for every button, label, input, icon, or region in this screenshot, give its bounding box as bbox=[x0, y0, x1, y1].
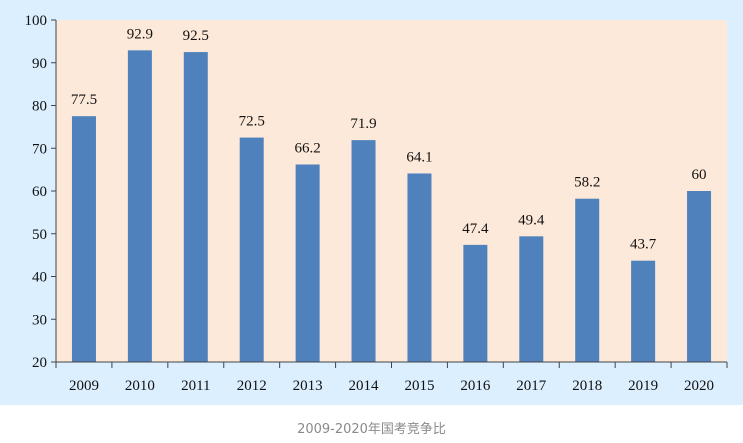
y-tick-label: 40 bbox=[32, 270, 47, 286]
bar-2013 bbox=[295, 164, 320, 362]
data-label-2011: 92.5 bbox=[183, 28, 209, 44]
data-label-2018: 58.2 bbox=[574, 175, 600, 191]
bar-2015 bbox=[407, 173, 432, 362]
x-tick-label-2012: 2012 bbox=[237, 378, 267, 394]
bar-2020 bbox=[687, 191, 712, 362]
bar-2011 bbox=[183, 52, 208, 362]
y-tick-label: 80 bbox=[32, 99, 47, 115]
y-tick-label: 60 bbox=[32, 184, 47, 200]
data-label-2017: 49.4 bbox=[518, 212, 545, 228]
bar-2014 bbox=[351, 140, 376, 362]
x-tick-label-2020: 2020 bbox=[684, 378, 714, 394]
data-label-2020: 60 bbox=[692, 167, 707, 183]
bar-2009 bbox=[71, 116, 96, 362]
x-tick-label-2014: 2014 bbox=[349, 378, 380, 394]
bar-2017 bbox=[519, 236, 544, 362]
data-label-2012: 72.5 bbox=[239, 114, 265, 130]
y-tick-label: 70 bbox=[32, 141, 47, 157]
bar-2012 bbox=[239, 137, 264, 362]
x-tick-label-2011: 2011 bbox=[181, 378, 210, 394]
data-label-2014: 71.9 bbox=[350, 116, 376, 132]
x-tick-label-2013: 2013 bbox=[293, 378, 323, 394]
data-label-2019: 43.7 bbox=[630, 237, 657, 253]
y-tick-label: 30 bbox=[32, 312, 47, 328]
y-tick-label: 50 bbox=[32, 227, 47, 243]
data-label-2015: 64.1 bbox=[406, 149, 432, 165]
x-axis-ticks: 2009 2010 2011 2012 2013 2014 2015 2016 2017 2018… bbox=[55, 362, 728, 394]
chart-caption: 2009-2020年国考竞争比 bbox=[297, 422, 446, 437]
x-tick-label-2015: 2015 bbox=[404, 378, 434, 394]
x-tick-label-2018: 2018 bbox=[572, 378, 602, 394]
bar-2018 bbox=[575, 198, 600, 362]
bars bbox=[71, 50, 712, 362]
y-tick-label: 100 bbox=[25, 13, 48, 29]
x-tick-label-2009: 2009 bbox=[69, 378, 99, 394]
x-tick-label-2019: 2019 bbox=[628, 378, 658, 394]
plot-background bbox=[56, 20, 727, 362]
bar-2019 bbox=[631, 260, 656, 362]
data-label-2016: 47.4 bbox=[462, 221, 489, 237]
data-label-2009: 77.5 bbox=[71, 92, 97, 108]
y-axis-ticks: 20 30 40 50 60 70 80 90 100 bbox=[25, 13, 56, 371]
x-tick-label-2017: 2017 bbox=[516, 378, 547, 394]
bar-2010 bbox=[127, 50, 152, 362]
x-tick-label-2010: 2010 bbox=[125, 378, 155, 394]
y-tick-label: 90 bbox=[32, 56, 47, 72]
data-label-2013: 66.2 bbox=[295, 140, 321, 156]
bar-chart: 20 30 40 50 60 70 80 90 100 77.5 92.9 92.5 72.5 66.2… bbox=[25, 13, 728, 394]
x-tick-label-2016: 2016 bbox=[460, 378, 491, 394]
data-label-2010: 92.9 bbox=[127, 26, 153, 42]
bar-2016 bbox=[463, 244, 488, 362]
chart-frame: 20 30 40 50 60 70 80 90 100 77.5 92.9 92.5 72.5 66.2… bbox=[0, 0, 743, 405]
data-labels: 77.5 92.9 92.5 72.5 66.2 71.9 64.1 47.4 49.4 58.2… bbox=[71, 26, 707, 252]
y-tick-label: 20 bbox=[32, 355, 47, 371]
